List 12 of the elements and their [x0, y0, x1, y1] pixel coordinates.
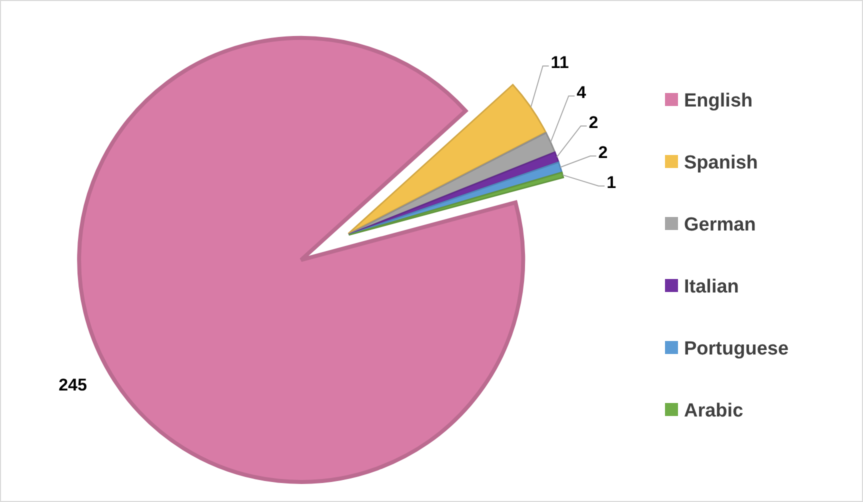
legend-label: Italian	[684, 276, 739, 298]
data-label: 1	[606, 172, 616, 192]
data-label: 4	[576, 82, 587, 102]
data-label: 11	[550, 52, 569, 72]
legend-label: German	[684, 214, 756, 236]
legend-label: English	[684, 90, 753, 112]
data-label: 245	[58, 375, 87, 394]
legend-label: Portuguese	[684, 338, 789, 360]
data-label: 2	[588, 112, 598, 132]
data-label: 2	[598, 142, 608, 162]
legend-label: Spanish	[684, 152, 758, 174]
legend-label: Arabic	[684, 400, 744, 422]
